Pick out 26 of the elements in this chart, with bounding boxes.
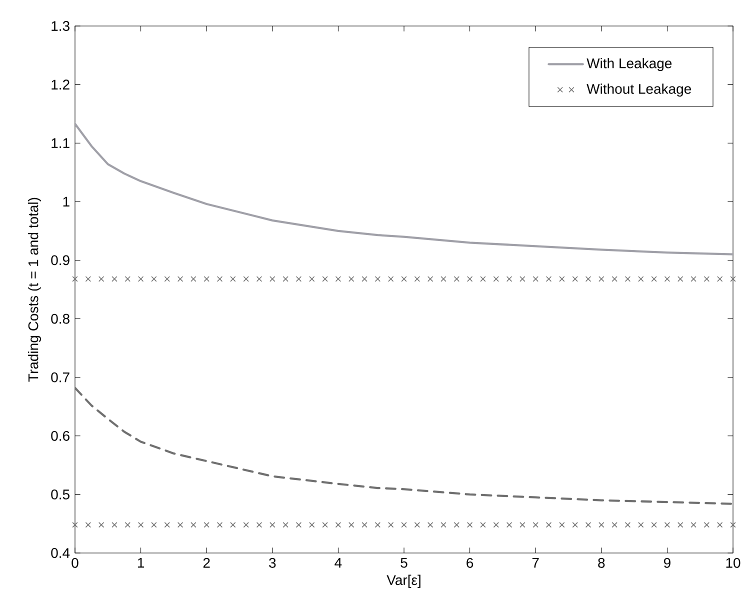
legend-label: With Leakage [586, 58, 672, 72]
line-series [75, 122, 734, 256]
x-tick-label: 3 [269, 558, 276, 568]
x-tick-label: 4 [334, 558, 342, 568]
y-tick-label: 0.7 [51, 372, 70, 382]
y-axis-title: Trading Costs (t = 1 and total) [28, 198, 42, 382]
y-tick-label: 0.4 [51, 548, 70, 558]
x-tick-label: 1 [138, 558, 144, 568]
x-tick-label: 0 [72, 558, 78, 568]
x-tick-label: 2 [203, 558, 210, 568]
legend-label: Without Leakage [586, 84, 692, 97]
y-tick-label: 1.2 [52, 80, 70, 90]
y-tick-label: 0.6 [51, 430, 70, 441]
y-tick-label: 0.5 [51, 490, 70, 500]
y-tick-label: 0.9 [51, 255, 70, 266]
x-tick-label: 6 [466, 558, 474, 568]
x-tick-label: 7 [532, 558, 539, 568]
x-tick-label: 8 [598, 558, 605, 568]
x-tick-label: 5 [400, 558, 408, 568]
x-axis-title: Var[ε] [386, 574, 420, 588]
y-tick-label: 1 [63, 196, 70, 206]
y-tick-label: 1.3 [52, 21, 70, 31]
x-tick-label: 9 [664, 558, 670, 568]
y-tick-label: 1.1 [52, 138, 70, 148]
x-tick-label: 10 [726, 558, 740, 568]
y-tick-label: 0.8 [51, 314, 70, 324]
